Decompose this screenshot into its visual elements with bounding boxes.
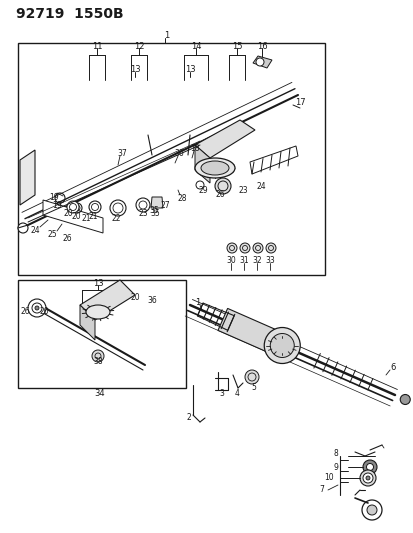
Text: 6: 6 bbox=[389, 364, 395, 373]
Text: 30: 30 bbox=[225, 255, 235, 264]
Polygon shape bbox=[151, 197, 163, 208]
Text: 20: 20 bbox=[63, 208, 73, 217]
Text: 11: 11 bbox=[92, 42, 102, 51]
Text: 7: 7 bbox=[319, 486, 324, 495]
Text: 8: 8 bbox=[333, 449, 337, 458]
Polygon shape bbox=[249, 146, 297, 174]
Text: 19: 19 bbox=[52, 200, 62, 209]
Text: 16: 16 bbox=[256, 42, 267, 51]
Text: 14: 14 bbox=[190, 42, 201, 51]
Text: 36: 36 bbox=[147, 295, 157, 304]
Circle shape bbox=[244, 370, 259, 384]
Circle shape bbox=[240, 243, 249, 253]
Circle shape bbox=[263, 327, 299, 364]
Circle shape bbox=[361, 500, 381, 520]
Circle shape bbox=[255, 58, 263, 66]
Circle shape bbox=[365, 476, 369, 480]
Text: 21: 21 bbox=[88, 212, 97, 221]
Text: 32: 32 bbox=[252, 255, 261, 264]
Circle shape bbox=[362, 473, 372, 483]
Text: 5: 5 bbox=[251, 384, 256, 392]
Text: 10: 10 bbox=[323, 473, 333, 482]
Ellipse shape bbox=[201, 161, 228, 175]
Polygon shape bbox=[252, 56, 271, 68]
Text: 36: 36 bbox=[174, 149, 183, 157]
Text: 26: 26 bbox=[20, 308, 30, 317]
Circle shape bbox=[35, 306, 39, 310]
Text: 24: 24 bbox=[30, 225, 40, 235]
Text: 18: 18 bbox=[190, 143, 199, 152]
Ellipse shape bbox=[86, 305, 110, 319]
Text: 1: 1 bbox=[195, 297, 200, 306]
Circle shape bbox=[67, 201, 79, 213]
Text: 22: 22 bbox=[111, 214, 121, 222]
Text: 12: 12 bbox=[133, 42, 144, 51]
Text: 15: 15 bbox=[231, 42, 242, 51]
Circle shape bbox=[366, 464, 373, 471]
Text: 3: 3 bbox=[219, 390, 224, 399]
Circle shape bbox=[399, 394, 409, 405]
Text: 23: 23 bbox=[237, 185, 247, 195]
Circle shape bbox=[226, 243, 236, 253]
Text: 1: 1 bbox=[164, 30, 169, 39]
Text: 20: 20 bbox=[71, 212, 81, 221]
Circle shape bbox=[18, 223, 28, 233]
Text: 26: 26 bbox=[62, 233, 71, 243]
Text: 4: 4 bbox=[234, 389, 239, 398]
Text: 13: 13 bbox=[93, 279, 103, 287]
Circle shape bbox=[366, 505, 376, 515]
Text: 28: 28 bbox=[177, 193, 186, 203]
Text: 9: 9 bbox=[333, 463, 337, 472]
Text: 33: 33 bbox=[264, 255, 274, 264]
Polygon shape bbox=[195, 120, 254, 158]
Text: 13: 13 bbox=[129, 64, 140, 74]
Polygon shape bbox=[20, 150, 35, 205]
Circle shape bbox=[252, 243, 262, 253]
Text: 29: 29 bbox=[198, 185, 207, 195]
Circle shape bbox=[270, 334, 294, 358]
Circle shape bbox=[359, 470, 375, 486]
Circle shape bbox=[266, 243, 275, 253]
Polygon shape bbox=[43, 200, 103, 233]
Text: 92719  1550B: 92719 1550B bbox=[16, 7, 123, 21]
Bar bbox=[18, 280, 185, 388]
Text: 25: 25 bbox=[47, 230, 57, 238]
Text: 23: 23 bbox=[138, 208, 147, 217]
Ellipse shape bbox=[195, 158, 235, 178]
Polygon shape bbox=[218, 309, 297, 361]
Text: 19: 19 bbox=[49, 192, 59, 201]
Text: 20: 20 bbox=[130, 293, 140, 302]
Circle shape bbox=[362, 460, 376, 474]
Text: 20: 20 bbox=[39, 308, 49, 317]
Text: 38: 38 bbox=[93, 358, 102, 367]
Text: 26: 26 bbox=[215, 190, 224, 198]
Text: 17: 17 bbox=[294, 98, 304, 107]
Text: 34: 34 bbox=[95, 390, 105, 399]
Polygon shape bbox=[80, 305, 95, 340]
Circle shape bbox=[214, 178, 230, 194]
Text: 37: 37 bbox=[117, 149, 126, 157]
Bar bbox=[18, 43, 324, 275]
Polygon shape bbox=[195, 145, 209, 183]
Text: 24: 24 bbox=[256, 182, 265, 190]
Text: 31: 31 bbox=[239, 255, 248, 264]
Circle shape bbox=[28, 299, 46, 317]
Circle shape bbox=[92, 350, 104, 362]
Polygon shape bbox=[80, 280, 135, 320]
Text: 21: 21 bbox=[81, 214, 90, 222]
Text: 35: 35 bbox=[149, 206, 159, 214]
Text: 35: 35 bbox=[150, 208, 159, 217]
Text: 27: 27 bbox=[160, 200, 169, 209]
Text: 2: 2 bbox=[186, 414, 191, 423]
Text: 13: 13 bbox=[184, 64, 195, 74]
